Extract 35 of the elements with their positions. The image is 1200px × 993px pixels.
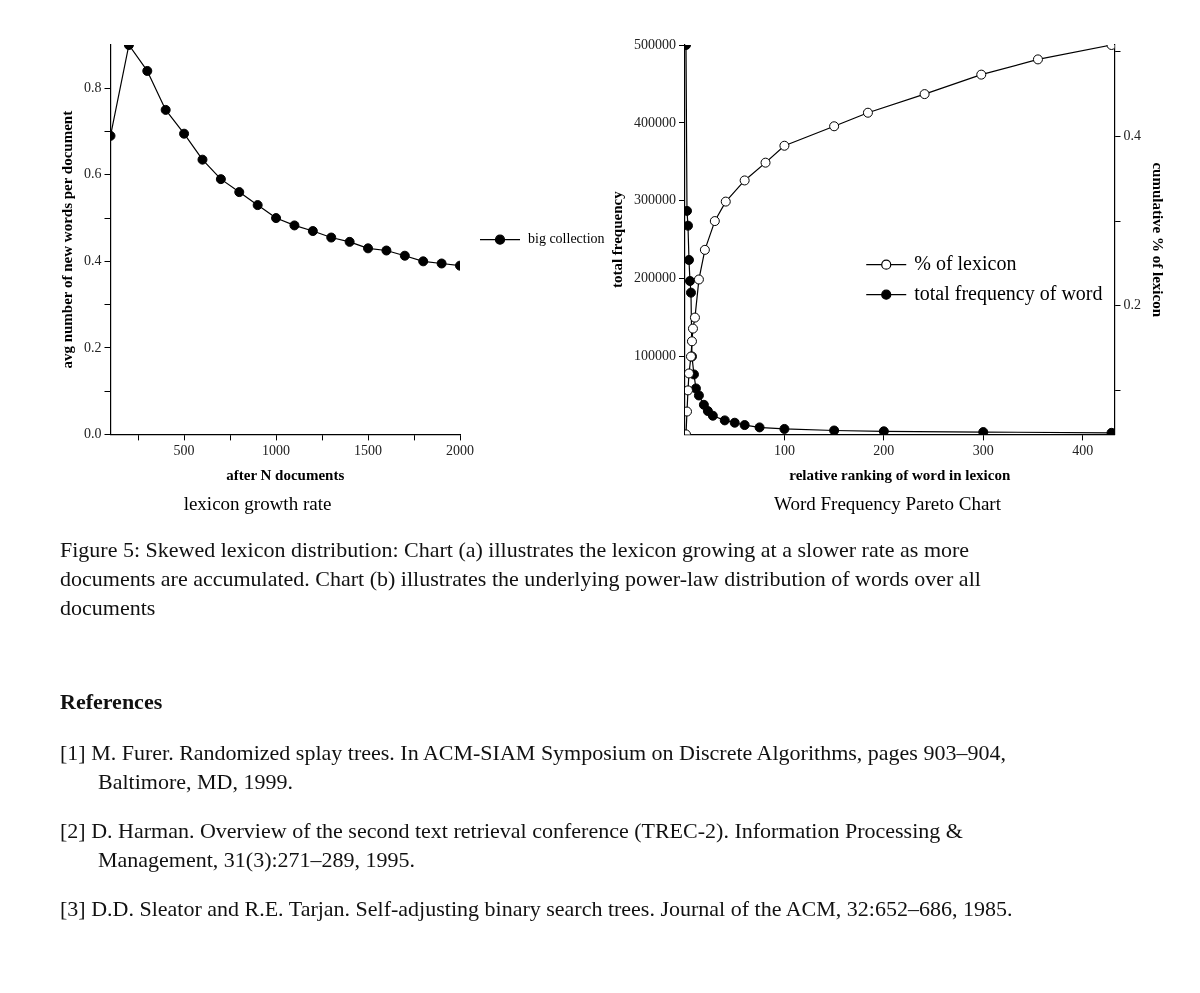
text: lexicon growth rate xyxy=(183,492,332,514)
x-tick-label: 2000 xyxy=(446,443,474,459)
y-tick-label: 0.0 xyxy=(84,426,102,442)
y-axis-title: total frequency xyxy=(608,190,625,289)
x-tick-label: 500 xyxy=(173,443,195,459)
y-tick-label: 500000 xyxy=(634,36,676,52)
text: [3] D.D. Sleator and R.E. Tarjan. Self-adjusting binary search trees. Journal of the ACM, 32:652–686, 1985. xyxy=(60,895,1014,923)
y-tick-label: 0.2 xyxy=(84,339,102,355)
x-tick-label: 100 xyxy=(773,443,795,459)
x-tick-label: 200 xyxy=(873,443,895,459)
text: [2] D. Harman. Overview of the second text retrieval conference (TREC-2). Information Processing & Management, 31(3):271–289, 1995. xyxy=(60,817,964,874)
caption: Figure 5: Skewed lexicon distribution: Chart (a) illustrates the lexicon growing at a slower rate as more documents are accumulated. Chart (b) illustrates the underlying power-law distribution of words over all documents xyxy=(60,536,982,622)
y-tick-label: 0.8 xyxy=(84,79,102,95)
legend-label: big collection xyxy=(528,231,605,247)
legend-label: % of lexicon xyxy=(914,251,1017,274)
x-tick-label: 1500 xyxy=(354,443,383,459)
x-tick-label: 1000 xyxy=(262,443,291,459)
legend-label: total frequency of word xyxy=(914,281,1103,305)
y-tick-label: 0.6 xyxy=(84,166,102,182)
x-tick-label: 300 xyxy=(972,443,994,459)
x-tick-label: 400 xyxy=(1072,443,1094,459)
y2-axis-title: cumulative % of lexicon xyxy=(1150,162,1167,318)
y-tick-label: 200000 xyxy=(634,270,676,286)
y-tick-label: 100000 xyxy=(634,348,676,364)
text: References xyxy=(60,688,164,716)
text: Word Frequency Pareto Chart xyxy=(774,492,1002,514)
y-tick-label: 400000 xyxy=(634,114,676,130)
y2-tick-label: 0.2 xyxy=(1123,297,1141,313)
y-tick-label: 0.4 xyxy=(84,253,102,269)
x-axis-title: after N documents xyxy=(226,467,345,484)
text: [1] M. Furer. Randomized splay trees. In ACM-SIAM Symposium on Discrete Algorithms, pages 903–904, Baltimore, MD, 1999. xyxy=(60,739,1007,796)
y-axis-title: avg number of new words per document xyxy=(58,110,75,369)
x-axis-title: relative ranking of word in lexicon xyxy=(789,467,1011,484)
y-tick-label: 300000 xyxy=(634,192,676,208)
y2-tick-label: 0.4 xyxy=(1123,128,1141,144)
